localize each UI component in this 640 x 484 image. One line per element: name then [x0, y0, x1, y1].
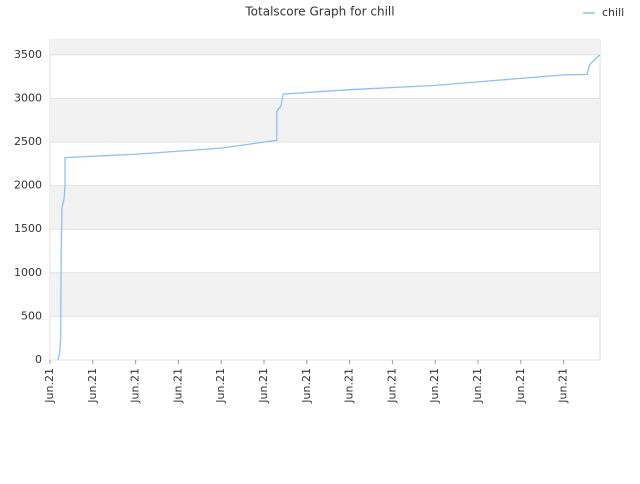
- x-tick-label: Jun.21: [300, 368, 313, 404]
- x-tick-label: Jun.21: [385, 368, 398, 404]
- x-tick-label: Jun.21: [257, 368, 270, 404]
- y-tick-label: 2500: [14, 135, 42, 148]
- y-tick-label: 1000: [14, 266, 42, 279]
- y-tick-label: 1500: [14, 222, 42, 235]
- y-tick-label: 2000: [14, 179, 42, 192]
- x-tick-label: Jun.21: [129, 368, 142, 404]
- x-tick-label: Jun.21: [557, 368, 570, 404]
- x-tick-label: Jun.21: [343, 368, 356, 404]
- y-tick-label: 3000: [14, 91, 42, 104]
- x-tick-label: Jun.21: [214, 368, 227, 404]
- chart-title: Totalscore Graph for chill: [244, 5, 394, 19]
- y-tick-label: 0: [35, 353, 42, 366]
- grid-band: [50, 40, 600, 55]
- x-tick-label: Jun.21: [86, 368, 99, 404]
- grid-band: [50, 185, 600, 230]
- x-tick-label: Jun.21: [428, 368, 441, 404]
- grid-band: [50, 98, 600, 143]
- x-tick-label: Jun.21: [471, 368, 484, 404]
- legend-label: chill: [602, 6, 624, 19]
- x-tick-label: Jun.21: [171, 368, 184, 404]
- grid-band: [50, 272, 600, 317]
- y-tick-label: 3500: [14, 48, 42, 61]
- series-line: [57, 54, 601, 361]
- x-tick-label: Jun.21: [43, 368, 56, 404]
- x-tick-label: Jun.21: [514, 368, 527, 404]
- y-tick-label: 500: [21, 309, 42, 322]
